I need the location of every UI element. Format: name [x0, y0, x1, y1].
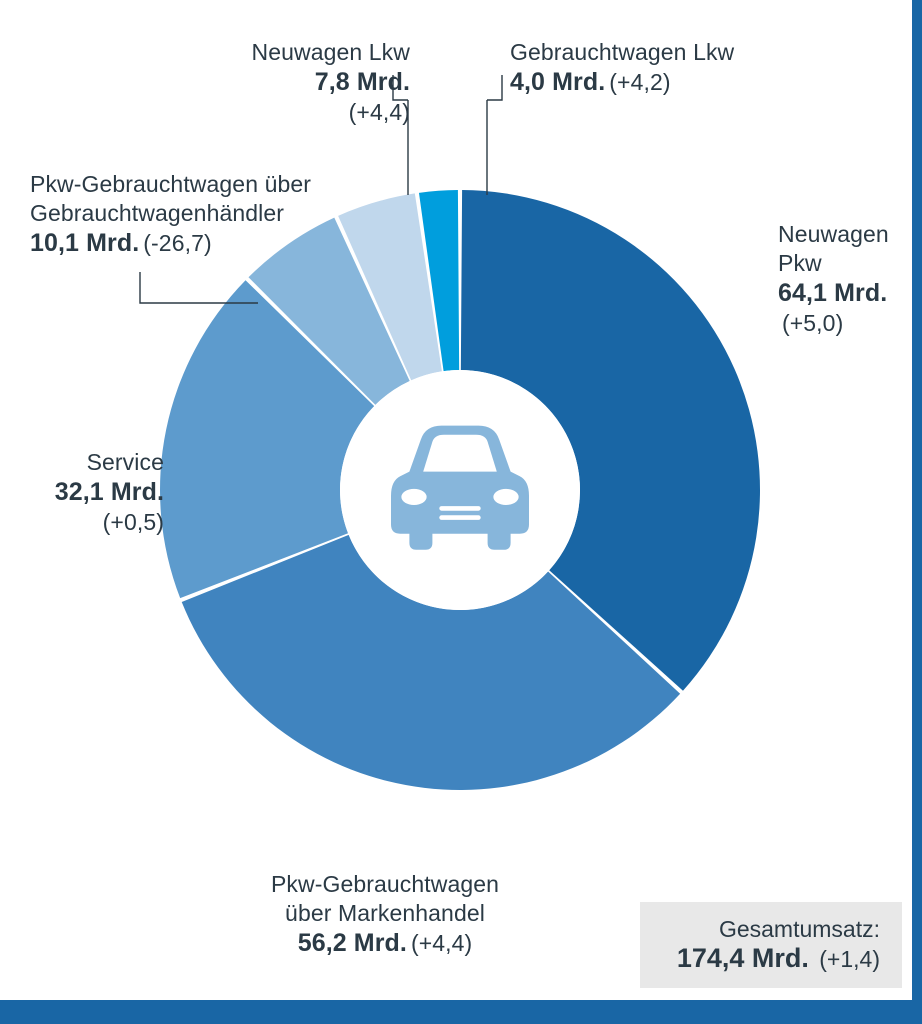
total-value: 174,4 Mrd. [677, 943, 809, 973]
total-box: Gesamtumsatz: 174,4 Mrd. (+1,4) [640, 902, 902, 988]
leader-gebr-lkw [487, 75, 502, 100]
chart-frame: { "chart": { "type": "donut", "cx": 460,… [0, 0, 922, 1024]
label-service: Service32,1 Mrd.(+0,5) [14, 448, 164, 537]
total-delta: (+1,4) [819, 946, 880, 972]
label-neuwagen-lkw: Neuwagen Lkw7,8 Mrd.(+4,4) [170, 38, 410, 127]
label-pkw-gebr-haendler: Pkw-Gebrauchtwagen überGebrauchtwagenhän… [30, 170, 350, 259]
label-neuwagen-pkw: NeuwagenPkw64,1 Mrd.(+5,0) [778, 220, 922, 338]
label-gebr-lkw: Gebrauchtwagen Lkw4,0 Mrd.(+4,2) [510, 38, 810, 98]
label-pkw-gebr-marken: Pkw-Gebrauchtwagenüber Markenhandel56,2 … [220, 870, 550, 959]
total-title: Gesamtumsatz: [662, 916, 880, 943]
